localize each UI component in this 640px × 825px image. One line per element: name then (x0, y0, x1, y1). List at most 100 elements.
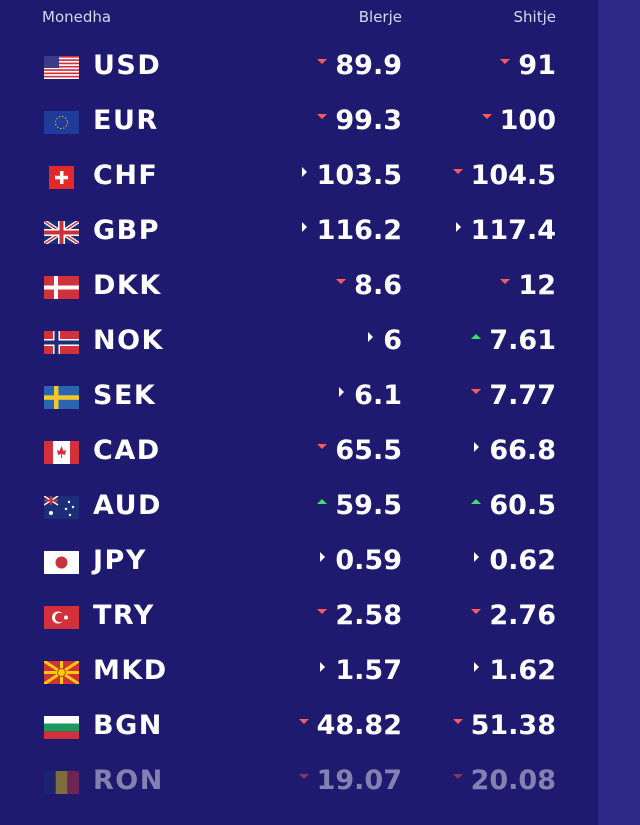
sell-rate: 117.4 (452, 215, 556, 246)
sell-rate-value: 0.62 (489, 545, 556, 576)
sell-rate: 0.62 (470, 545, 556, 576)
sell-rate-value: 2.76 (489, 600, 556, 631)
rate-row-usd: USD 89.9 91 (0, 40, 598, 95)
buy-rate: 1.57 (316, 655, 402, 686)
unchanged-arrow-icon (455, 221, 461, 232)
ch-flag-icon (44, 166, 79, 189)
currency-code: DKK (93, 270, 162, 301)
buy-rate: 116.2 (298, 215, 402, 246)
buy-rate: 6.1 (335, 380, 402, 411)
down-arrow-icon (317, 59, 328, 64)
buy-rate: 6 (364, 325, 402, 356)
buy-rate-value: 116.2 (316, 215, 402, 246)
au-flag-icon (44, 496, 79, 519)
sell-rate: 1.62 (470, 655, 556, 686)
mk-flag-icon (44, 661, 79, 684)
table-header: Monedha Blerje Shitje (0, 0, 598, 36)
buy-rate-value: 1.57 (335, 655, 402, 686)
currency-code: SEK (93, 380, 157, 411)
down-arrow-icon (298, 719, 309, 724)
down-arrow-icon (452, 774, 463, 779)
buy-rate-value: 6 (383, 325, 402, 356)
us-flag-icon (44, 56, 79, 79)
down-arrow-icon (298, 774, 309, 779)
sell-rate-value: 66.8 (489, 435, 556, 466)
buy-rate: 103.5 (298, 160, 402, 191)
currency-code: GBP (93, 215, 161, 246)
sell-rate: 7.61 (471, 325, 556, 356)
currency-code: RON (93, 765, 164, 796)
buy-rate: 0.59 (316, 545, 402, 576)
sell-rate: 51.38 (452, 710, 556, 741)
buy-rate: 8.6 (336, 270, 402, 301)
ro-flag-icon (44, 771, 79, 794)
buy-rate: 19.07 (298, 765, 402, 796)
down-arrow-icon (452, 169, 463, 174)
buy-rate-value: 65.5 (335, 435, 402, 466)
down-arrow-icon (500, 279, 511, 284)
sell-rate: 7.77 (471, 380, 556, 411)
rate-row-dkk: DKK 8.6 12 (0, 260, 598, 315)
jp-flag-icon (44, 551, 79, 574)
unchanged-arrow-icon (474, 661, 480, 672)
rate-row-eur: EUR 99.3 100 (0, 95, 598, 150)
currency-code: NOK (93, 325, 164, 356)
rate-row-sek: SEK 6.1 7.77 (0, 370, 598, 425)
down-arrow-icon (500, 59, 511, 64)
up-arrow-icon (471, 499, 482, 504)
sell-rate: 20.08 (452, 765, 556, 796)
down-arrow-icon (317, 609, 328, 614)
currency-code: TRY (93, 600, 155, 631)
sell-rate: 2.76 (471, 600, 556, 631)
scroll-edge (598, 0, 640, 825)
down-arrow-icon (317, 444, 328, 449)
rate-row-gbp: GBP 116.2 117.4 (0, 205, 598, 260)
sell-rate-value: 104.5 (470, 160, 556, 191)
rate-row-try: TRY 2.58 2.76 (0, 590, 598, 645)
rate-row-ron: RON 19.07 20.08 (0, 755, 598, 810)
currency-code: MKD (93, 655, 168, 686)
header-sell: Shitje (513, 8, 556, 26)
unchanged-arrow-icon (474, 441, 480, 452)
sell-rate-value: 91 (518, 50, 556, 81)
sell-rate: 104.5 (452, 160, 556, 191)
unchanged-arrow-icon (474, 551, 480, 562)
buy-rate: 59.5 (317, 490, 402, 521)
up-arrow-icon (317, 499, 328, 504)
rate-row-jpy: JPY 0.59 0.62 (0, 535, 598, 590)
down-arrow-icon (471, 389, 482, 394)
sell-rate: 100 (481, 105, 556, 136)
rate-row-mkd: MKD 1.57 1.62 (0, 645, 598, 700)
currency-code: USD (93, 50, 162, 81)
unchanged-arrow-icon (320, 661, 326, 672)
down-arrow-icon (452, 719, 463, 724)
sell-rate: 91 (500, 50, 556, 81)
sell-rate-value: 12 (518, 270, 556, 301)
header-currency: Monedha (42, 8, 112, 26)
exchange-rate-panel: Monedha Blerje Shitje USD 89.9 91 EUR 99.3 10… (0, 0, 598, 810)
unchanged-arrow-icon (320, 551, 326, 562)
sell-rate-value: 7.77 (489, 380, 556, 411)
buy-rate: 99.3 (317, 105, 402, 136)
currency-code: CHF (93, 160, 159, 191)
rate-row-cad: CAD 65.5 66.8 (0, 425, 598, 480)
currency-code: CAD (93, 435, 161, 466)
tr-flag-icon (44, 606, 79, 629)
sell-rate: 66.8 (470, 435, 556, 466)
buy-rate-value: 19.07 (316, 765, 402, 796)
buy-rate: 48.82 (298, 710, 402, 741)
currency-code: EUR (93, 105, 159, 136)
sell-rate-value: 51.38 (470, 710, 556, 741)
buy-rate-value: 2.58 (335, 600, 402, 631)
gb-flag-icon (44, 221, 79, 244)
up-arrow-icon (471, 334, 482, 339)
buy-rate-value: 99.3 (335, 105, 402, 136)
dk-flag-icon (44, 276, 79, 299)
sell-rate-value: 7.61 (489, 325, 556, 356)
sell-rate-value: 60.5 (489, 490, 556, 521)
sell-rate-value: 117.4 (470, 215, 556, 246)
down-arrow-icon (317, 114, 328, 119)
unchanged-arrow-icon (339, 386, 345, 397)
sell-rate-value: 20.08 (470, 765, 556, 796)
unchanged-arrow-icon (368, 331, 374, 342)
